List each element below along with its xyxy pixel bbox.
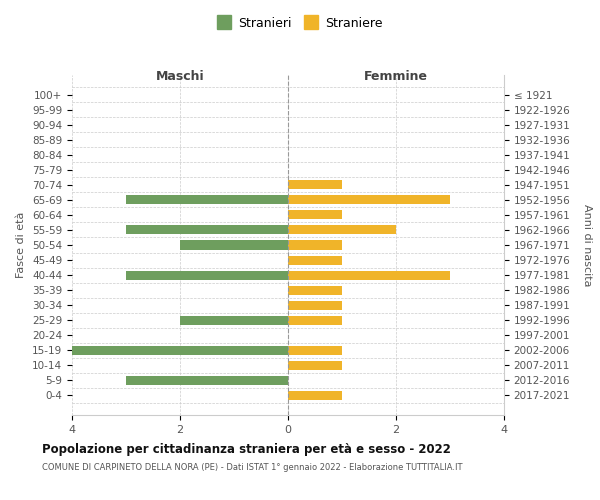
Bar <box>288 196 450 204</box>
Bar <box>72 346 288 354</box>
Bar <box>180 316 288 324</box>
Y-axis label: Anni di nascita: Anni di nascita <box>581 204 592 286</box>
Bar <box>288 256 342 264</box>
Bar <box>126 376 288 384</box>
Text: Maschi: Maschi <box>155 70 205 84</box>
Text: Femmine: Femmine <box>364 70 428 84</box>
Bar <box>288 226 396 234</box>
Bar <box>126 270 288 280</box>
Bar <box>288 360 342 370</box>
Text: Popolazione per cittadinanza straniera per età e sesso - 2022: Popolazione per cittadinanza straniera p… <box>42 442 451 456</box>
Bar <box>180 240 288 250</box>
Bar <box>288 346 342 354</box>
Bar <box>288 210 342 220</box>
Bar <box>288 286 342 294</box>
Bar <box>288 316 342 324</box>
Bar <box>288 300 342 310</box>
Bar <box>288 390 342 400</box>
Text: COMUNE DI CARPINETO DELLA NORA (PE) - Dati ISTAT 1° gennaio 2022 - Elaborazione : COMUNE DI CARPINETO DELLA NORA (PE) - Da… <box>42 462 463 471</box>
Bar <box>288 270 450 280</box>
Bar <box>126 226 288 234</box>
Legend: Stranieri, Straniere: Stranieri, Straniere <box>212 11 388 35</box>
Bar <box>288 240 342 250</box>
Bar <box>126 196 288 204</box>
Y-axis label: Fasce di età: Fasce di età <box>16 212 26 278</box>
Bar <box>288 180 342 190</box>
